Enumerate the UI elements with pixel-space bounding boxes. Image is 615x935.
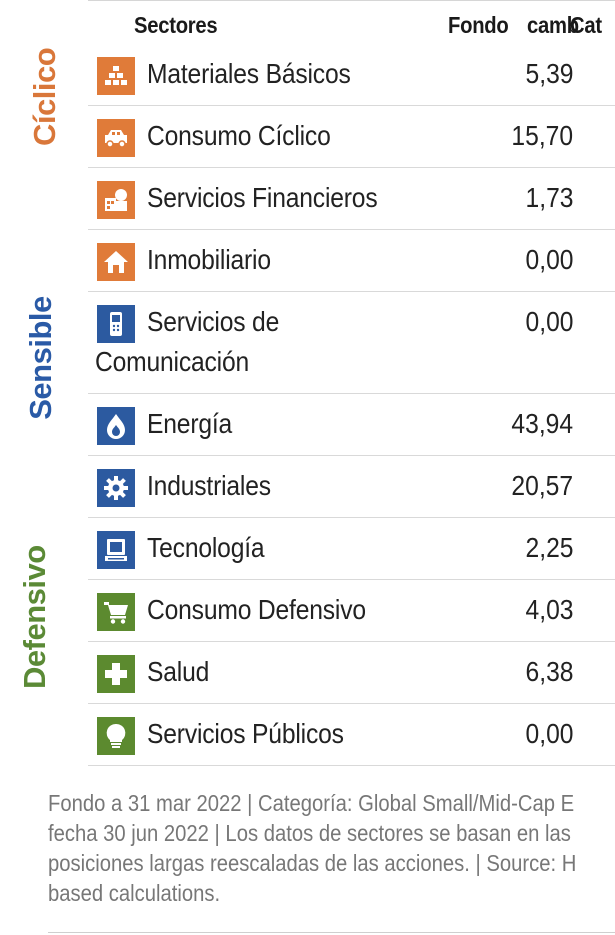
sector-row-real-estate: Inmobiliario 0,00 bbox=[88, 230, 615, 292]
sector-value: 2,25 bbox=[525, 532, 573, 563]
group-label-ciclico: Cíclico bbox=[27, 47, 62, 146]
sector-label: Tecnología bbox=[147, 532, 265, 563]
sector-row-consumer-cyclical: Consumo Cíclico 15,70 bbox=[88, 106, 615, 168]
sector-label: Inmobiliario bbox=[147, 244, 271, 275]
sector-value: 6,38 bbox=[525, 656, 573, 687]
lightbulb-icon bbox=[97, 717, 135, 755]
group-label-defensivo: Defensivo bbox=[17, 545, 52, 689]
computer-icon bbox=[97, 531, 135, 569]
house-icon bbox=[97, 243, 135, 281]
sector-value: 20,57 bbox=[511, 470, 573, 501]
footnote-line: posiciones largas reescaladas de las acc… bbox=[48, 850, 577, 876]
sector-row-healthcare: Salud 6,38 bbox=[88, 642, 615, 704]
sector-label: Servicios Financieros bbox=[147, 182, 378, 213]
shopping-cart-icon bbox=[97, 593, 135, 631]
header-category: Cat bbox=[570, 12, 602, 38]
sector-value: 0,00 bbox=[525, 718, 573, 749]
basic-materials-icon bbox=[97, 57, 135, 95]
sector-label: Salud bbox=[147, 656, 210, 687]
footnote-line: Fondo a 31 mar 2022 | Categoría: Global … bbox=[48, 790, 575, 816]
sector-value: 43,94 bbox=[511, 408, 573, 439]
table-header: Sectores Fondo camb Cat bbox=[0, 0, 615, 46]
bottom-rule bbox=[48, 932, 615, 933]
sector-label: Industriales bbox=[147, 470, 271, 501]
header-fund: Fondo bbox=[448, 12, 509, 38]
flame-icon bbox=[97, 407, 135, 445]
sector-row-industrials: Industriales 20,57 bbox=[88, 456, 615, 518]
sector-value: 15,70 bbox=[511, 120, 573, 151]
gear-icon bbox=[97, 469, 135, 507]
sector-row-communication-services: Servicios de Comunicación 0,00 bbox=[88, 292, 615, 394]
sector-label: Servicios Públicos bbox=[147, 718, 344, 749]
medical-cross-icon bbox=[97, 655, 135, 693]
sector-value: 1,73 bbox=[525, 182, 573, 213]
sector-row-financial-services: Servicios Financieros 1,73 bbox=[88, 168, 615, 230]
sector-row-energy: Energía 43,94 bbox=[88, 394, 615, 456]
sector-label-continued: Comunicación bbox=[95, 346, 250, 377]
sector-label: Servicios de bbox=[147, 306, 280, 337]
phone-icon bbox=[97, 305, 135, 343]
group-label-sensible: Sensible bbox=[23, 296, 58, 420]
car-icon bbox=[97, 119, 135, 157]
header-change: camb bbox=[527, 12, 579, 38]
sector-label: Materiales Básicos bbox=[147, 58, 351, 89]
footnote: Fondo a 31 mar 2022 | Categoría: Global … bbox=[48, 788, 615, 908]
sector-row-utilities: Servicios Públicos 0,00 bbox=[88, 704, 615, 766]
sector-row-basic-materials: Materiales Básicos 5,39 bbox=[88, 44, 615, 106]
sector-row-technology: Tecnología 2,25 bbox=[88, 518, 615, 580]
sector-label: Consumo Cíclico bbox=[147, 120, 331, 151]
financial-services-icon bbox=[97, 181, 135, 219]
sector-value: 0,00 bbox=[525, 244, 573, 275]
sector-label: Consumo Defensivo bbox=[147, 594, 366, 625]
sector-value: 4,03 bbox=[525, 594, 573, 625]
sector-row-consumer-defensive: Consumo Defensivo 4,03 bbox=[88, 580, 615, 642]
top-rule bbox=[88, 0, 615, 1]
footnote-line: based calculations. bbox=[48, 880, 221, 906]
sector-value: 5,39 bbox=[525, 58, 573, 89]
header-sectors: Sectores bbox=[134, 12, 218, 38]
sector-value: 0,00 bbox=[525, 306, 573, 337]
footnote-line: fecha 30 jun 2022 | Los datos de sectore… bbox=[48, 820, 571, 846]
sector-label: Energía bbox=[147, 408, 233, 439]
